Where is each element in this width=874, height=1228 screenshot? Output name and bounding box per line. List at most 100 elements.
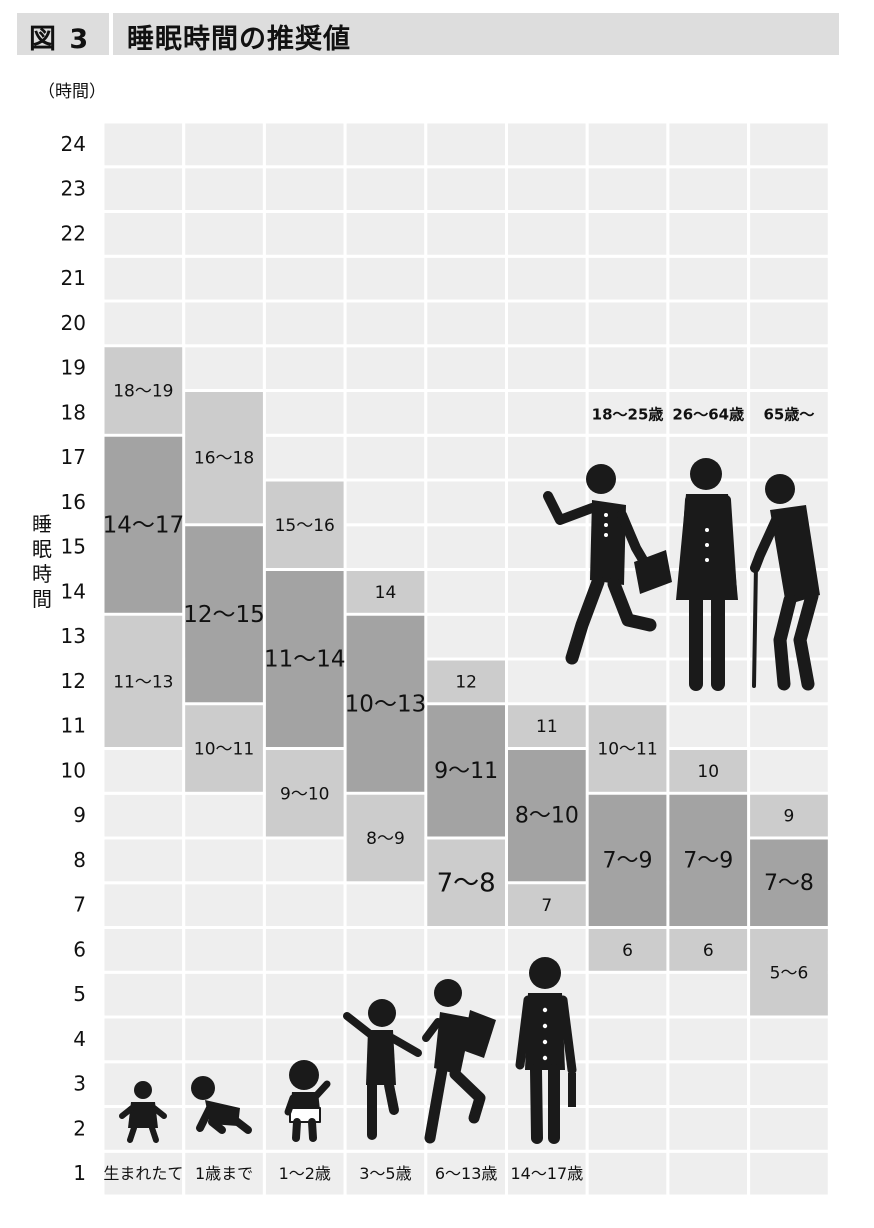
- grid-cell: [747, 344, 831, 392]
- y-tick-label: 17: [61, 445, 86, 469]
- band-0-3: [346, 794, 425, 882]
- grid-cell: [101, 926, 186, 974]
- category-label: 3〜5歳: [359, 1164, 411, 1183]
- grid-cell: [666, 254, 751, 303]
- band-label: 11〜13: [113, 672, 173, 692]
- band-0-7: [669, 929, 748, 971]
- grid-cell: [182, 926, 266, 974]
- grid-cell: [585, 657, 670, 706]
- band-2-7: [669, 750, 748, 792]
- grid-cell: [747, 210, 831, 258]
- band-label: 8〜10: [515, 804, 579, 829]
- grid-cell: [424, 344, 508, 392]
- band-1-5: [508, 750, 586, 882]
- y-tick-label: 16: [61, 490, 86, 514]
- band-label: 10〜11: [597, 740, 657, 760]
- band-label: 8〜9: [366, 829, 405, 849]
- band-1-7: [669, 794, 748, 926]
- grid-cell: [505, 344, 589, 392]
- band-label: 14: [375, 583, 397, 603]
- grid-cell: [747, 254, 831, 303]
- grid-cell: [343, 254, 428, 303]
- y-tick-label: 23: [61, 177, 86, 201]
- child-icon: [343, 999, 422, 1140]
- grid-cell: [666, 344, 751, 392]
- title-bar: 図 3 睡眠時間の推奨値: [17, 13, 839, 55]
- grid-cell: [505, 433, 589, 482]
- grid-cell: [505, 1105, 589, 1153]
- band-label: 10〜13: [345, 691, 427, 717]
- band-label: 6: [703, 941, 714, 961]
- grid-cell: [262, 970, 347, 1019]
- grid-cell: [262, 389, 347, 437]
- grid-cell: [424, 120, 508, 169]
- grid-cell: [182, 791, 266, 840]
- grid-cell: [424, 478, 508, 527]
- band-2-1: [185, 392, 263, 524]
- grid-cell: [505, 165, 589, 213]
- grid-cell: [747, 1149, 831, 1198]
- band-label: 9〜11: [434, 759, 498, 784]
- y-tick-label: 15: [61, 535, 86, 559]
- grid-cell: [343, 1105, 428, 1153]
- category-label: 14〜17歳: [510, 1164, 583, 1183]
- grid-cell: [585, 970, 670, 1019]
- grid-cell: [424, 165, 508, 213]
- grid-cell: [505, 299, 589, 348]
- y-tick-label: 6: [73, 937, 86, 961]
- grid-cell: [747, 120, 831, 169]
- grid-cell: [747, 165, 831, 213]
- grid-cell: [182, 881, 266, 929]
- grid-cell: [666, 970, 751, 1019]
- band-2-6: [588, 705, 667, 792]
- y-tick-label: 5: [73, 982, 86, 1006]
- grid-cell: [666, 657, 751, 706]
- grid-cell: [262, 1015, 347, 1064]
- band-1-1: [185, 526, 263, 703]
- grid-cell: [262, 210, 347, 258]
- grid-cell: [666, 165, 751, 213]
- y-tick-label: 4: [73, 1027, 86, 1051]
- grid-cell: [101, 836, 186, 885]
- grid-cell: [505, 1149, 589, 1198]
- grid-cell: [585, 210, 670, 258]
- grid-cell: [343, 299, 428, 348]
- category-label: 26〜64歳: [672, 406, 744, 424]
- band-1-4: [427, 705, 505, 837]
- grid-cell: [747, 702, 831, 750]
- grid-cell: [585, 1105, 670, 1153]
- grid-cell: [747, 1015, 831, 1064]
- category-label: 生まれたて: [103, 1164, 183, 1183]
- grid-cell: [424, 433, 508, 482]
- band-0-2: [265, 750, 344, 837]
- band-1-2: [265, 571, 344, 747]
- grid-cell: [101, 1015, 186, 1064]
- band-0-6: [588, 929, 667, 971]
- category-label: 1〜2歳: [279, 1164, 331, 1183]
- grid-cell: [666, 1149, 751, 1198]
- grid-cell: [182, 210, 266, 258]
- grid-cell: [343, 881, 428, 929]
- y-tick-label: 13: [61, 624, 86, 648]
- grid-cell: [182, 970, 266, 1019]
- y-axis-title: 睡眠時間: [32, 512, 52, 611]
- grid-cell: [747, 433, 831, 482]
- grid-cell: [505, 523, 589, 571]
- grid-cell: [262, 881, 347, 929]
- grid-cell: [262, 165, 347, 213]
- grid-cell: [424, 926, 508, 974]
- grid-cell: [585, 254, 670, 303]
- grid-cell: [505, 254, 589, 303]
- band-0-4: [427, 839, 505, 926]
- grid-cell: [505, 657, 589, 706]
- band-label: 15〜16: [275, 516, 335, 536]
- y-unit-label: （時間）: [38, 82, 106, 102]
- y-tick-label: 19: [61, 356, 86, 380]
- grid-cell: [101, 970, 186, 1019]
- y-tick-label: 24: [61, 132, 86, 156]
- grid-cell: [747, 1060, 831, 1108]
- grid-cell: [182, 344, 266, 392]
- grid-cell: [585, 1015, 670, 1064]
- grid-cell: [424, 210, 508, 258]
- y-tick-label: 8: [73, 848, 86, 872]
